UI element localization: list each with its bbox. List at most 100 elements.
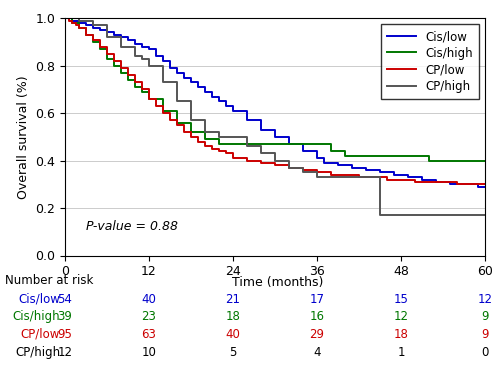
CP/high [174, 99, 180, 104]
Line: Cis/low: Cis/low [65, 18, 485, 187]
CP/high [202, 130, 208, 134]
CP/high [230, 135, 236, 139]
CP/high [139, 56, 145, 61]
CP/low [412, 180, 418, 184]
Cis/low [216, 95, 222, 99]
Cis/low [62, 16, 68, 20]
CP/high [139, 54, 145, 58]
Text: 17: 17 [310, 293, 324, 306]
CP/high [370, 175, 376, 179]
CP/high [76, 18, 82, 23]
CP/high [286, 158, 292, 163]
CP/high [216, 135, 222, 139]
Cis/high [146, 97, 152, 101]
CP/high [272, 151, 278, 155]
CP/high [244, 135, 250, 139]
CP/high [230, 135, 236, 139]
Text: 9: 9 [481, 328, 489, 341]
CP/high [258, 144, 264, 149]
Text: 39: 39 [58, 310, 72, 323]
CP/high [272, 158, 278, 163]
Y-axis label: Overall survival (%): Overall survival (%) [16, 75, 30, 199]
CP/high [160, 64, 166, 68]
CP/high [132, 45, 138, 49]
Text: 23: 23 [142, 310, 156, 323]
CP/high [90, 18, 96, 23]
Text: P-value = 0.88: P-value = 0.88 [86, 220, 178, 233]
CP/low [83, 26, 89, 30]
Text: 18: 18 [394, 328, 408, 341]
CP/low [454, 182, 460, 187]
Text: 15: 15 [394, 293, 408, 306]
CP/high [104, 23, 110, 28]
CP/high [314, 175, 320, 179]
Line: Cis/high: Cis/high [65, 18, 485, 161]
Text: 12: 12 [58, 346, 72, 359]
Text: 16: 16 [310, 310, 324, 323]
Text: 12: 12 [394, 310, 408, 323]
CP/high [132, 54, 138, 58]
Text: 63: 63 [142, 328, 156, 341]
CP/high [342, 175, 348, 179]
CP/low [111, 59, 117, 63]
Text: CP/low: CP/low [20, 328, 60, 341]
Cis/low [132, 37, 138, 42]
Cis/high [118, 64, 124, 68]
Legend: Cis/low, Cis/high, CP/low, CP/high: Cis/low, Cis/high, CP/low, CP/high [380, 24, 479, 99]
CP/low [482, 182, 488, 187]
CP/high [342, 175, 348, 179]
CP/high [258, 151, 264, 155]
Line: CP/high: CP/high [65, 18, 485, 215]
Text: CP/high: CP/high [15, 346, 60, 359]
Cis/high [286, 142, 292, 146]
CP/high [377, 175, 383, 179]
Cis/high [258, 142, 264, 146]
CP/high [146, 56, 152, 61]
CP/high [300, 166, 306, 170]
Cis/low [482, 184, 488, 189]
CP/high [314, 170, 320, 175]
Text: 1: 1 [397, 346, 405, 359]
Text: 95: 95 [58, 328, 72, 341]
Text: 4: 4 [313, 346, 321, 359]
Text: 10: 10 [142, 346, 156, 359]
Text: 9: 9 [481, 310, 489, 323]
CP/high [188, 118, 194, 123]
CP/low [209, 144, 215, 149]
Text: 40: 40 [142, 293, 156, 306]
CP/high [188, 99, 194, 104]
CP/high [174, 80, 180, 85]
CP/low [62, 16, 68, 20]
Text: Cis/high: Cis/high [12, 310, 60, 323]
Cis/high [62, 16, 68, 20]
Text: 5: 5 [230, 346, 236, 359]
Text: Cis/low: Cis/low [18, 293, 60, 306]
Cis/high [482, 158, 488, 163]
Cis/high [426, 158, 432, 163]
Cis/high [76, 21, 82, 25]
Cis/high [69, 21, 75, 25]
Line: CP/low: CP/low [65, 18, 485, 184]
CP/high [370, 175, 376, 179]
CP/high [377, 213, 383, 217]
Text: 29: 29 [310, 328, 324, 341]
CP/high [76, 16, 82, 20]
CP/high [104, 35, 110, 39]
Cis/low [153, 47, 159, 51]
CP/high [118, 45, 124, 49]
Cis/low [475, 184, 481, 189]
Text: 54: 54 [58, 293, 72, 306]
CP/high [146, 64, 152, 68]
CP/low [90, 32, 96, 37]
CP/high [482, 213, 488, 217]
CP/low [167, 118, 173, 123]
Cis/low [111, 32, 117, 37]
CP/high [286, 166, 292, 170]
Text: 0: 0 [482, 346, 488, 359]
Text: 18: 18 [226, 310, 240, 323]
CP/high [202, 118, 208, 123]
CP/high [90, 23, 96, 28]
Text: Time (months): Time (months) [232, 276, 323, 289]
Text: 12: 12 [478, 293, 492, 306]
Text: 21: 21 [226, 293, 240, 306]
